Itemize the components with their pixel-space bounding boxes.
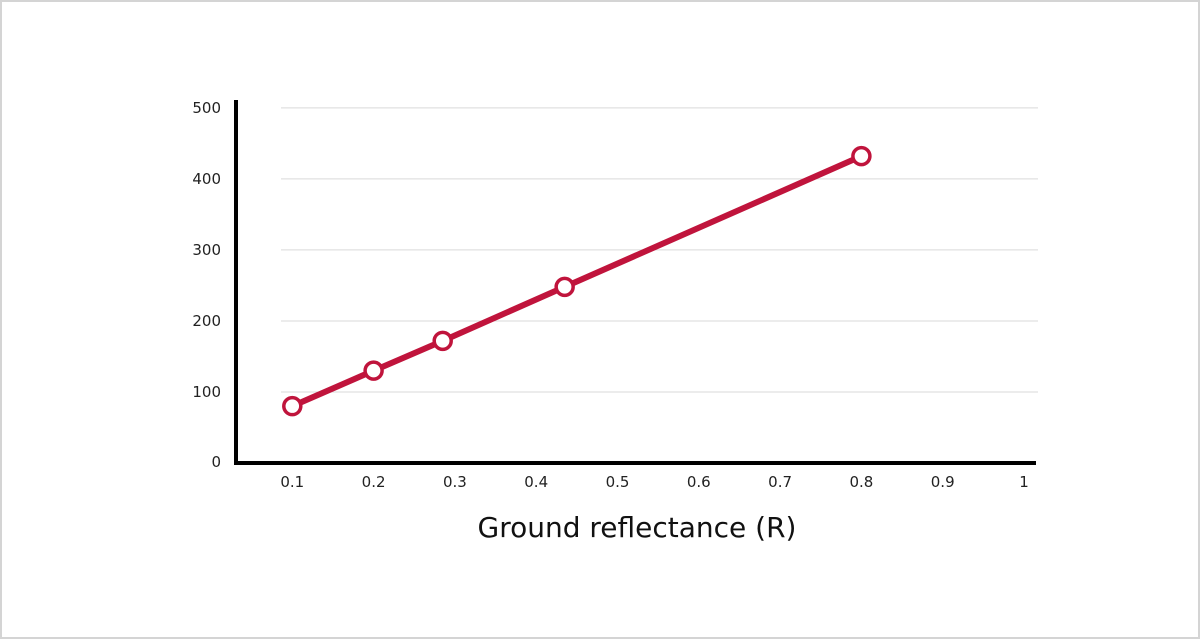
- y-tick-label: 0: [211, 453, 221, 471]
- data-point: [554, 276, 575, 298]
- x-tick-label: 0.7: [768, 473, 792, 491]
- y-tick-label: 100: [192, 383, 221, 401]
- x-axis-label: Ground reflectance (R): [478, 511, 797, 544]
- x-tick-labels: 0.1 0.2 0.3 0.4 0.5 0.6 0.7 0.8 0.9 1: [280, 473, 1028, 491]
- data-point: [432, 330, 453, 352]
- y-tick-label: 300: [192, 241, 221, 259]
- y-tick-label: 200: [192, 312, 221, 330]
- x-tick-label: 0.4: [524, 473, 548, 491]
- x-tick-label: 1: [1019, 473, 1029, 491]
- data-point: [282, 395, 303, 417]
- x-tick-label: 0.1: [280, 473, 304, 491]
- y-tick-labels: 0 100 200 300 400 500: [192, 99, 221, 471]
- series-layer: [282, 145, 872, 417]
- gridlines: [281, 107, 1038, 393]
- x-tick-label: 0.2: [362, 473, 386, 491]
- x-tick-label: 0.3: [443, 473, 467, 491]
- y-tick-label: 400: [192, 170, 221, 188]
- x-tick-label: 0.5: [606, 473, 630, 491]
- x-tick-label: 0.6: [687, 473, 711, 491]
- data-point: [851, 145, 872, 167]
- y-tick-label: 500: [192, 99, 221, 117]
- x-tick-label: 0.8: [849, 473, 873, 491]
- data-point: [363, 360, 384, 381]
- x-tick-label: 0.9: [931, 473, 955, 491]
